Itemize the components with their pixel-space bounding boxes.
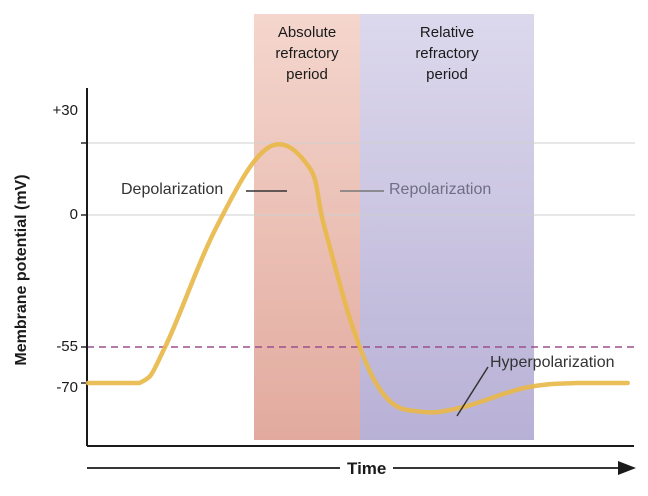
relative-line-2: refractory [415,45,479,62]
depolarization-label: Depolarization [121,181,224,198]
absolute-line-2: refractory [275,45,339,62]
y-tick-plus30: +30 [52,102,78,119]
relative-line-3: period [426,66,468,83]
y-tick-minus55: -55 [56,338,78,355]
absolute-line-3: period [286,66,328,83]
hyperpolarization-label: Hyperpolarization [490,354,615,371]
repolarization-label: Repolarization [389,181,492,198]
y-axis-label: Membrane potential (mV) [13,174,30,366]
absolute-refractory-region [254,14,360,440]
relative-line-1: Relative [419,24,475,41]
y-tick-minus70: -70 [56,379,78,396]
hyperpolarization-leader [456,366,489,417]
absolute-line-1: Absolute [277,24,337,41]
membrane-potential-trace [85,141,630,415]
x-axis-label: Time [340,459,394,479]
relative-refractory-region [360,14,534,440]
y-tick-0: 0 [69,206,78,223]
absolute-refractory-label: Absolute refractory period [254,22,360,85]
time-arrow-head [618,461,636,475]
relative-refractory-label: Relative refractory period [360,22,534,85]
